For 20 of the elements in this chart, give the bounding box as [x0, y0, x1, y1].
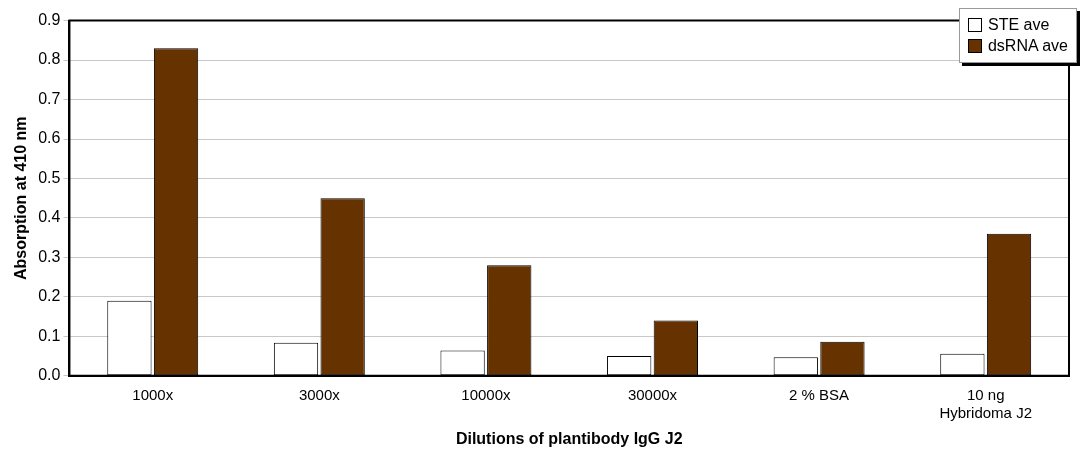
- y-tick-label: 0.7: [38, 89, 61, 107]
- legend-label: dsRNA ave: [987, 37, 1068, 55]
- x-tick-label: 10 ng Hybridoma J2: [939, 385, 1032, 421]
- x-tick-label: 3000x: [298, 385, 341, 403]
- x-tick-label: 2 % BSA: [789, 385, 850, 403]
- y-tick-label: 0.4: [38, 208, 61, 226]
- y-tick-label: 0.2: [38, 287, 61, 305]
- x-tick-label: 10000x: [461, 385, 512, 403]
- y-tick-label: 0.6: [38, 129, 61, 147]
- x-axis-title: Dilutions of plantibody IgG J2: [455, 429, 683, 447]
- y-tick-label: 0.8: [38, 50, 61, 68]
- y-tick-label: 0.5: [38, 168, 61, 186]
- y-tick-label: 0.1: [38, 326, 61, 344]
- x-tick-label: 1000x: [132, 385, 174, 403]
- y-tick-label: 0.0: [38, 366, 61, 384]
- y-axis-title: Absorption at 410 nm: [12, 116, 30, 280]
- y-tick-label: 0.3: [38, 247, 61, 265]
- x-tick-label: 30000x: [627, 385, 678, 403]
- legend-label: STE ave: [987, 16, 1050, 34]
- y-tick-label: 0.9: [38, 11, 61, 29]
